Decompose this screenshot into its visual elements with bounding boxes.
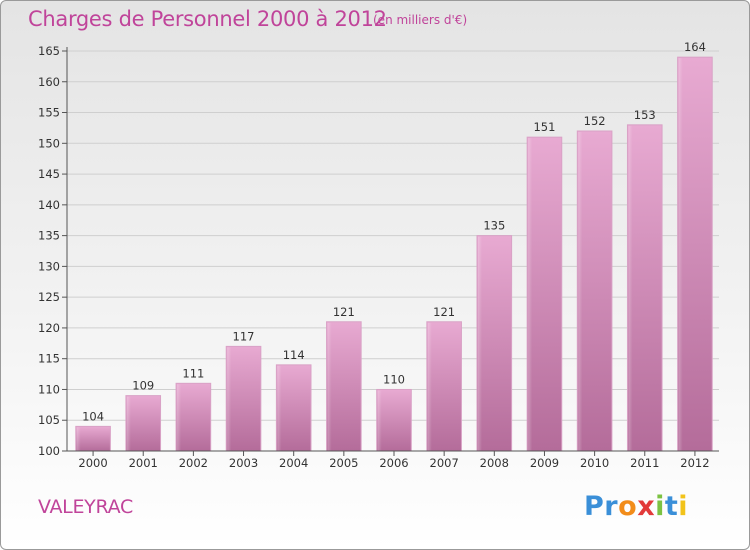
- bar-highlight: [427, 322, 432, 451]
- place-name: VALEYRAC: [38, 496, 133, 518]
- bar-value-label: 121: [433, 305, 455, 319]
- bar-value-label: 104: [82, 409, 104, 423]
- x-tick-label: 2007: [430, 456, 459, 470]
- bar-highlight: [528, 138, 533, 451]
- x-tick-label: 2011: [630, 456, 659, 470]
- x-tick-label: 2010: [580, 456, 609, 470]
- bar-highlight: [277, 365, 282, 451]
- bar: [175, 382, 212, 452]
- bar-value-label: 117: [233, 329, 255, 343]
- x-tick-label: 2002: [179, 456, 208, 470]
- logo-letter: o: [618, 491, 638, 522]
- bar: [576, 130, 613, 452]
- bar-highlight: [177, 384, 182, 451]
- x-tick-label: 2006: [379, 456, 408, 470]
- y-tick-label: 110: [38, 382, 60, 396]
- bar-highlight: [578, 132, 583, 451]
- logo-letter: i: [655, 491, 665, 522]
- bar: [476, 235, 513, 452]
- bar-highlight: [227, 347, 232, 451]
- bar: [526, 136, 563, 452]
- chart-title: Charges de Personnel 2000 à 2012: [28, 7, 387, 31]
- bar: [626, 124, 663, 452]
- x-tick-label: 2009: [530, 456, 559, 470]
- y-tick-label: 115: [38, 352, 60, 366]
- logo-letter: r: [604, 491, 619, 522]
- x-tick-label: 2008: [480, 456, 509, 470]
- bar: [275, 364, 312, 452]
- bar-value-label: 153: [634, 108, 656, 122]
- proxiti-logo: Proxiti: [584, 491, 688, 522]
- bar-value-label: 121: [333, 305, 355, 319]
- y-tick-label: 150: [38, 136, 60, 150]
- bar-highlight: [678, 58, 683, 452]
- bar-value-label: 109: [132, 379, 154, 393]
- bar-value-label: 151: [533, 120, 555, 134]
- logo-letter: t: [664, 491, 679, 522]
- y-tick-label: 135: [38, 229, 60, 243]
- logo-letter: i: [678, 491, 689, 522]
- bar-highlight: [327, 322, 332, 451]
- y-tick-label: 130: [38, 259, 60, 273]
- x-tick-label: 2012: [680, 456, 709, 470]
- y-tick-label: 120: [38, 321, 60, 335]
- x-tick-label: 2001: [129, 456, 158, 470]
- x-tick-label: 2003: [229, 456, 258, 470]
- x-tick-label: 2005: [329, 456, 358, 470]
- x-tick-label: 2004: [279, 456, 308, 470]
- bar-value-label: 135: [483, 219, 505, 233]
- bar-value-label: 110: [383, 372, 405, 386]
- y-tick-label: 105: [38, 413, 60, 427]
- y-tick-label: 165: [38, 44, 60, 58]
- bar: [75, 425, 111, 452]
- logo-letter: P: [584, 491, 605, 522]
- bar-value-label: 164: [684, 40, 706, 54]
- bar: [125, 395, 162, 452]
- chart-subtitle: (en milliers d'€): [373, 13, 468, 27]
- bar-highlight: [377, 390, 382, 451]
- bar: [225, 345, 262, 452]
- y-tick-label: 125: [38, 290, 60, 304]
- bar-value-label: 114: [283, 348, 305, 362]
- bar-highlight: [126, 396, 131, 451]
- y-tick-label: 155: [38, 106, 60, 120]
- bar-highlight: [478, 236, 483, 451]
- bar: [677, 56, 713, 452]
- bar-highlight: [628, 125, 633, 451]
- bar: [376, 388, 412, 452]
- bar-highlight: [76, 427, 81, 451]
- y-tick-label: 145: [38, 167, 60, 181]
- y-tick-label: 160: [38, 75, 60, 89]
- bar-value-label: 111: [182, 366, 204, 380]
- bar: [426, 321, 462, 452]
- x-tick-label: 2000: [78, 456, 107, 470]
- bar-value-label: 152: [584, 114, 606, 128]
- y-tick-label: 100: [38, 444, 60, 458]
- bar: [326, 321, 362, 452]
- logo-letter: x: [637, 491, 656, 522]
- y-tick-label: 140: [38, 198, 60, 212]
